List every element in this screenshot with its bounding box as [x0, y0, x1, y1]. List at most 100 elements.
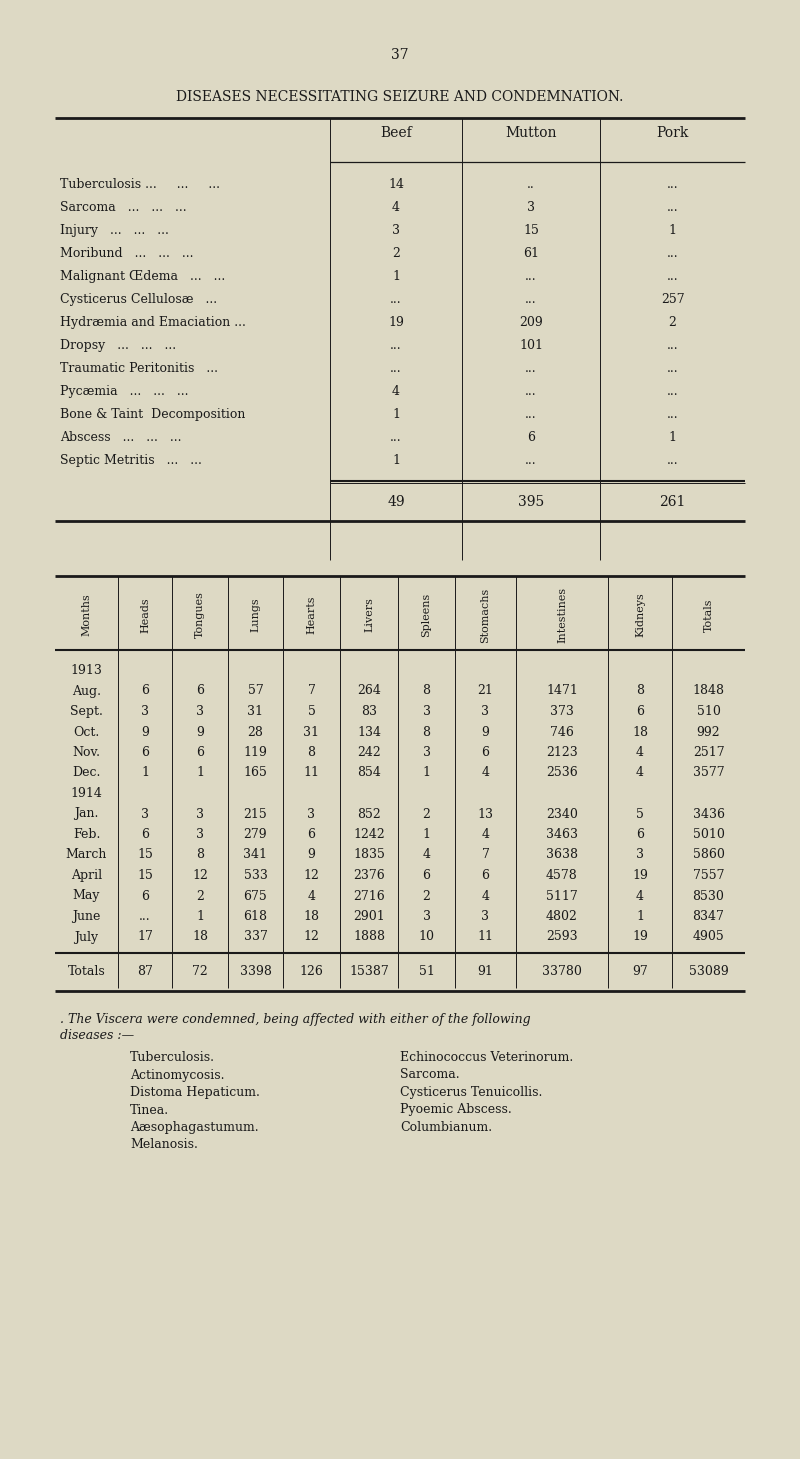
Text: ...: ...: [666, 338, 678, 352]
Text: Stomachs: Stomachs: [481, 588, 490, 642]
Text: DISEASES NECESSITATING SEIZURE AND CONDEMNATION.: DISEASES NECESSITATING SEIZURE AND CONDE…: [176, 90, 624, 104]
Text: 9: 9: [307, 849, 315, 861]
Text: 4802: 4802: [546, 910, 578, 924]
Text: 33780: 33780: [542, 964, 582, 978]
Text: 12: 12: [192, 870, 208, 883]
Text: 1: 1: [392, 270, 400, 283]
Text: 279: 279: [244, 829, 267, 840]
Text: 83: 83: [361, 705, 377, 718]
Text: Pork: Pork: [656, 125, 689, 140]
Text: 1848: 1848: [693, 684, 725, 697]
Text: 992: 992: [697, 725, 720, 738]
Text: Injury   ...   ...   ...: Injury ... ... ...: [60, 225, 169, 236]
Text: 134: 134: [357, 725, 381, 738]
Text: 7: 7: [307, 684, 315, 697]
Text: 1: 1: [422, 829, 430, 840]
Text: 5: 5: [636, 807, 644, 820]
Text: 2517: 2517: [693, 746, 724, 759]
Text: 1: 1: [669, 225, 677, 236]
Text: 373: 373: [550, 705, 574, 718]
Text: 3: 3: [422, 910, 430, 924]
Text: 5860: 5860: [693, 849, 725, 861]
Text: 8: 8: [196, 849, 204, 861]
Text: 533: 533: [243, 870, 267, 883]
Text: Cysticerus Tenuicollis.: Cysticerus Tenuicollis.: [400, 1085, 542, 1099]
Text: ...: ...: [525, 385, 537, 398]
Text: Livers: Livers: [364, 598, 374, 632]
Text: 7: 7: [482, 849, 490, 861]
Text: 3: 3: [196, 807, 204, 820]
Text: 15: 15: [137, 849, 153, 861]
Text: 3: 3: [196, 829, 204, 840]
Text: 1: 1: [422, 766, 430, 779]
Text: 3398: 3398: [239, 964, 271, 978]
Text: 2536: 2536: [546, 766, 578, 779]
Text: ...: ...: [666, 247, 678, 260]
Text: ...: ...: [666, 178, 678, 191]
Text: 4: 4: [636, 890, 644, 903]
Text: April: April: [71, 870, 102, 883]
Text: Distoma Hepaticum.: Distoma Hepaticum.: [130, 1085, 260, 1099]
Text: 119: 119: [243, 746, 267, 759]
Text: Bone & Taint  Decomposition: Bone & Taint Decomposition: [60, 409, 246, 422]
Text: 8347: 8347: [693, 910, 725, 924]
Text: Aug.: Aug.: [72, 684, 101, 697]
Text: 1242: 1242: [353, 829, 385, 840]
Text: 11: 11: [478, 931, 494, 944]
Text: ...: ...: [666, 454, 678, 467]
Text: Dec.: Dec.: [72, 766, 101, 779]
Text: 6: 6: [307, 829, 315, 840]
Text: 12: 12: [303, 931, 319, 944]
Text: 2: 2: [669, 317, 677, 328]
Text: Totals: Totals: [703, 598, 714, 632]
Text: 13: 13: [478, 807, 494, 820]
Text: 53089: 53089: [689, 964, 728, 978]
Text: ...: ...: [666, 270, 678, 283]
Text: 14: 14: [388, 178, 404, 191]
Text: ...: ...: [666, 409, 678, 422]
Text: Melanosis.: Melanosis.: [130, 1138, 198, 1151]
Text: 5117: 5117: [546, 890, 578, 903]
Text: 5010: 5010: [693, 829, 725, 840]
Text: 3463: 3463: [546, 829, 578, 840]
Text: 215: 215: [244, 807, 267, 820]
Text: 1: 1: [141, 766, 149, 779]
Text: 854: 854: [357, 766, 381, 779]
Text: 6: 6: [422, 870, 430, 883]
Text: Hydræmia and Emaciation ...: Hydræmia and Emaciation ...: [60, 317, 246, 328]
Text: 3436: 3436: [693, 807, 725, 820]
Text: Tongues: Tongues: [195, 591, 205, 639]
Text: 264: 264: [357, 684, 381, 697]
Text: 3: 3: [141, 705, 149, 718]
Text: 12: 12: [303, 870, 319, 883]
Text: 18: 18: [632, 725, 648, 738]
Text: 6: 6: [141, 890, 149, 903]
Text: 4905: 4905: [693, 931, 724, 944]
Text: 4: 4: [307, 890, 315, 903]
Text: ...: ...: [390, 338, 402, 352]
Text: 1471: 1471: [546, 684, 578, 697]
Text: ...: ...: [390, 362, 402, 375]
Text: 675: 675: [244, 890, 267, 903]
Text: 6: 6: [196, 746, 204, 759]
Text: Beef: Beef: [380, 125, 412, 140]
Text: Echinococcus Veterinorum.: Echinococcus Veterinorum.: [400, 1050, 574, 1064]
Text: ...: ...: [139, 910, 151, 924]
Text: 4: 4: [392, 385, 400, 398]
Text: 6: 6: [527, 430, 535, 444]
Text: March: March: [66, 849, 107, 861]
Text: 51: 51: [418, 964, 434, 978]
Text: 257: 257: [661, 293, 684, 306]
Text: Aæsophagastumum.: Aæsophagastumum.: [130, 1121, 258, 1134]
Text: 242: 242: [357, 746, 381, 759]
Text: 395: 395: [518, 495, 544, 509]
Text: 18: 18: [192, 931, 208, 944]
Text: ...: ...: [525, 454, 537, 467]
Text: 2: 2: [422, 807, 430, 820]
Text: 3577: 3577: [693, 766, 724, 779]
Text: Columbianum.: Columbianum.: [400, 1121, 492, 1134]
Text: 97: 97: [632, 964, 648, 978]
Text: 2593: 2593: [546, 931, 578, 944]
Text: Intestines: Intestines: [557, 587, 567, 643]
Text: Tuberculosis ...     ...     ...: Tuberculosis ... ... ...: [60, 178, 220, 191]
